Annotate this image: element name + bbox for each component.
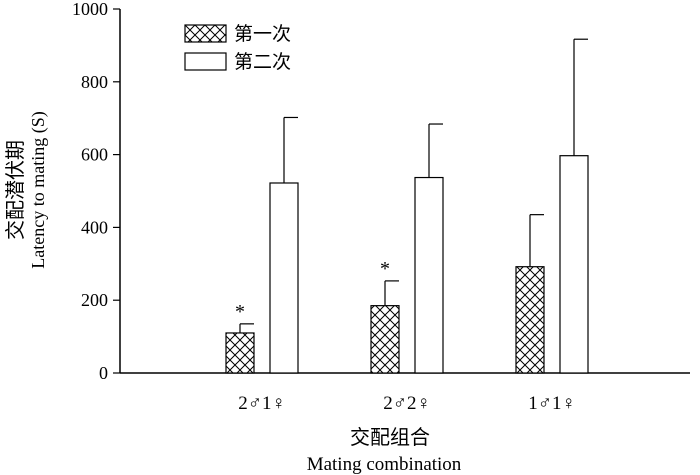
legend-label: 第二次 (234, 51, 291, 73)
axes (119, 9, 690, 374)
bars (225, 155, 589, 374)
y-tick-label: 1000 (72, 0, 108, 19)
y-axis-title-cn: 交配潜伏期 (4, 140, 27, 240)
legend-swatch (184, 24, 227, 43)
significance-marker: * (235, 301, 245, 323)
bar (559, 155, 589, 374)
significance-marker: * (380, 258, 390, 280)
legend-swatch (184, 52, 227, 71)
y-tick-label: 800 (81, 72, 108, 92)
x-tick-label: 2♂2♀ (383, 393, 431, 414)
bar (269, 182, 299, 374)
bar (515, 266, 545, 374)
bar (414, 176, 444, 374)
ticks: 0 200 400 600 800 1000 2♂1♀ 2♂2♀ 1♂1♀ (72, 0, 576, 414)
x-axis-title-cn: 交配组合 (350, 426, 430, 449)
y-tick-label: 0 (99, 363, 108, 383)
x-tick-label: 2♂1♀ (238, 393, 286, 414)
y-tick-label: 400 (81, 217, 108, 237)
bar (370, 305, 400, 374)
y-tick-label: 600 (81, 145, 108, 165)
bar (225, 332, 255, 374)
y-axis-title-en: Latency to mating (S) (28, 111, 49, 268)
x-axis-title-en: Mating combination (307, 454, 462, 475)
axis-labels: 交配组合 Mating combination 交配潜伏期 Latency to… (4, 111, 462, 475)
error-bars: ** (235, 38, 588, 333)
legend-label: 第一次 (234, 23, 291, 45)
y-tick-label: 200 (81, 290, 108, 310)
x-tick-label: 1♂1♀ (528, 393, 576, 414)
